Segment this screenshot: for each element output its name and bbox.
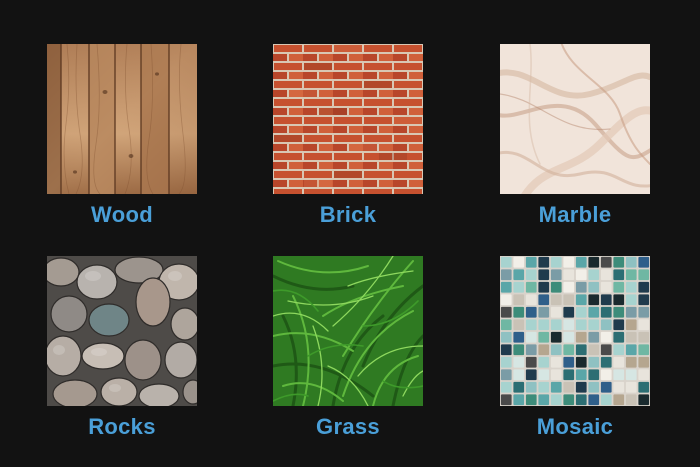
texture-label-rocks: Rocks [88,414,156,439]
river-rocks-texture [47,256,197,406]
texture-tile-grass: Grass [273,256,423,440]
texture-label-brick: Brick [319,202,377,227]
grass-texture [273,256,423,406]
mosaic-tile-texture [500,256,650,406]
texture-tile-brick: Brick [273,44,423,228]
texture-label-mosaic: Mosaic [536,414,614,439]
marble-texture [500,44,650,194]
texture-tile-marble: Marble [500,44,650,228]
texture-tile-mosaic: Mosaic [500,256,650,440]
texture-label-marble: Marble [538,202,612,227]
texture-tile-rocks: Rocks [47,256,197,440]
brick-wall-texture [273,44,423,194]
texture-tile-wood: Wood [47,44,197,228]
wood-planks-texture [47,44,197,194]
texture-label-wood: Wood [91,202,153,227]
texture-label-grass: Grass [316,414,380,439]
